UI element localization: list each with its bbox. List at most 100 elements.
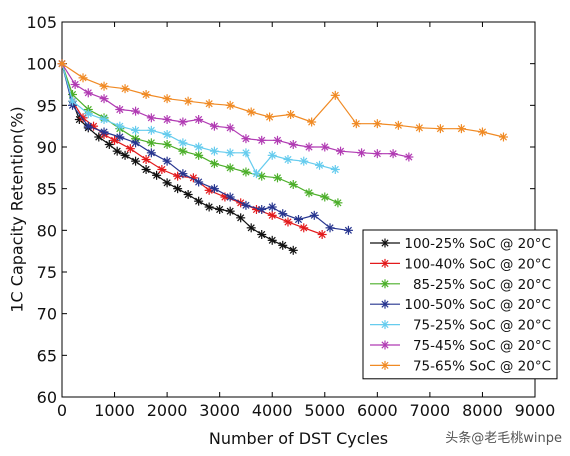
data-point [141,90,151,99]
data-point [178,169,188,179]
data-point [194,196,204,206]
data-point [272,135,282,145]
data-point [343,225,353,235]
data-point [99,115,109,124]
data-point [57,59,67,69]
data-point [414,123,424,133]
data-point [162,178,172,188]
legend-label: 100-50% SoC @ 20°C [404,297,551,313]
series-line [61,63,349,231]
data-point [162,115,172,124]
data-point [309,210,319,220]
legend-item: 75-65% SoC @ 20°C [370,358,551,374]
legend-item: 100-40% SoC @ 20°C [370,256,551,272]
legend-label: 100-25% SoC @ 20°C [404,236,551,252]
data-point [267,150,277,160]
data-point [131,138,141,148]
x-tick-label: 3000 [199,401,240,420]
data-point [183,96,193,106]
axis-ticks: 0 1000 2000 3000 4000 5000 6000 7000 8000 9000 60 6… [26,13,555,420]
data-point [283,155,293,164]
data-point [241,148,251,158]
data-point [104,140,114,149]
y-axis-label: 1C Capacity Retention(%) [8,106,27,312]
data-point [225,100,235,110]
data-point [141,165,151,174]
data-point [286,110,296,119]
data-point [304,188,314,198]
data-point [236,213,246,223]
data-point [141,155,151,164]
data-point [70,80,80,89]
data-point [278,240,288,250]
data-point [225,148,235,158]
data-point [380,238,390,248]
data-point [251,169,261,179]
series-6 [57,59,414,162]
data-point [246,107,256,117]
data-point [267,202,277,212]
legend-label: 75-65% SoC @ 20°C [413,358,551,374]
data-point [380,360,390,370]
data-point [131,106,141,116]
data-point [317,230,327,239]
legend: 100-25% SoC @ 20°C 100-40% SoC @ 20°C 85-2… [362,229,558,380]
legend-item: 75-25% SoC @ 20°C [370,318,551,334]
data-point [204,99,214,109]
legend-item: 100-50% SoC @ 20°C [370,297,551,313]
legend-label: 85-25% SoC @ 20°C [413,277,551,293]
data-point [115,105,125,114]
data-point [152,170,162,180]
data-point [456,124,466,134]
data-point [157,165,167,174]
data-point [178,138,188,148]
data-point [299,156,309,166]
data-point [162,140,172,149]
data-point [99,127,109,137]
data-point [380,258,390,268]
data-point [241,200,251,210]
data-point [110,135,120,145]
data-point [162,130,172,139]
data-point [83,88,93,98]
data-point [209,159,219,169]
data-point [320,142,330,152]
data-point [215,205,225,214]
data-point [120,84,130,94]
data-point [146,113,156,123]
series-4 [57,59,353,235]
data-point [178,117,188,127]
data-point [257,205,267,214]
y-tick-label: 80 [37,221,57,240]
data-point [99,94,109,104]
data-point [267,235,277,245]
x-tick-label: 9000 [515,401,556,420]
x-tick-label: 1000 [94,401,135,420]
data-point [267,210,277,220]
series-5 [57,59,340,179]
data-point [131,156,141,166]
series-line [61,63,504,138]
data-point [146,125,156,135]
data-point [241,167,251,177]
data-point [209,184,219,194]
legend-item: 100-25% SoC @ 20°C [370,236,551,252]
data-point [278,209,288,219]
data-point [112,146,122,156]
plot-frame [61,21,536,398]
y-tick-label: 75 [37,263,57,282]
data-point [307,117,317,127]
data-point [272,173,282,183]
data-point [194,115,204,124]
data-point [146,148,156,158]
series-7 [57,59,508,142]
series-group [57,59,508,255]
data-point [283,217,293,227]
y-tick-label: 95 [37,96,57,115]
data-point [294,215,303,224]
data-point [435,124,445,134]
data-point [351,119,361,129]
data-point [173,184,183,194]
